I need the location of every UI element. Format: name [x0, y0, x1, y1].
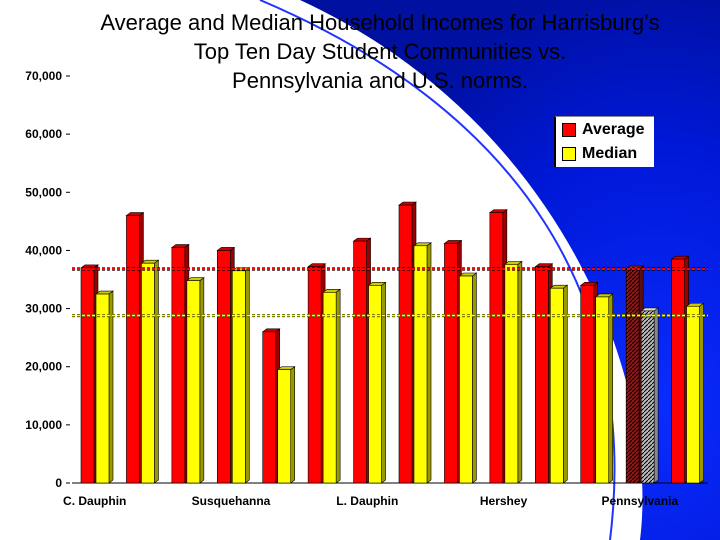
- bar-side-median: [381, 281, 386, 484]
- bar-median: [368, 285, 382, 484]
- bar-average: [534, 266, 549, 484]
- bar-average: [625, 268, 640, 484]
- bar-median: [141, 262, 155, 484]
- legend-item-median: Median: [562, 144, 637, 164]
- legend-label-average: Average: [582, 121, 645, 138]
- bar-average: [444, 243, 458, 484]
- bar-median: [686, 305, 700, 484]
- x-tick-label: C. Dauphin: [63, 494, 126, 508]
- bar-side-median: [199, 277, 205, 484]
- y-tick-label: 50,000: [25, 185, 62, 199]
- chart-title-line-3: Pennsylvania and U.S. norms.: [232, 68, 528, 93]
- bar-median: [231, 270, 246, 484]
- bar-median: [186, 280, 201, 484]
- y-tick-label: 10,000: [25, 418, 62, 432]
- x-tick-label: Hershey: [480, 494, 528, 508]
- bar-median: [549, 287, 564, 484]
- legend-swatch-median: [562, 147, 576, 161]
- y-tick-label: 30,000: [25, 302, 62, 316]
- bar-median: [504, 264, 519, 484]
- bar-average: [216, 250, 231, 484]
- bar-average: [353, 240, 367, 484]
- x-tick-label: L. Dauphin: [336, 494, 398, 508]
- chart-title-line-1: Average and Median Household Incomes for…: [100, 10, 660, 35]
- bar-side-median: [653, 307, 659, 484]
- bar-median: [595, 296, 610, 484]
- y-tick-label: 0: [55, 476, 62, 490]
- bar-median: [640, 310, 655, 484]
- bar-median: [95, 293, 110, 484]
- legend-label-median: Median: [582, 145, 638, 162]
- bar-average: [489, 212, 504, 484]
- x-tick-label: Susquehanna: [192, 494, 271, 508]
- chart-title-line-2: Top Ten Day Student Communities vs.: [193, 39, 567, 64]
- chart-legend: Average Median: [554, 116, 654, 167]
- bar-side-median: [108, 290, 114, 484]
- bar-median: [459, 275, 473, 484]
- bar-average: [262, 331, 277, 484]
- bar-side-median: [472, 272, 477, 484]
- bar-average: [398, 204, 413, 484]
- bar-side-median: [699, 302, 704, 484]
- x-tick-label: Pennsylvania: [601, 494, 678, 508]
- swoosh-arc-line: [259, 0, 616, 540]
- bar-average: [80, 267, 95, 484]
- bar-side-median: [244, 267, 250, 484]
- bar-side-median: [517, 260, 523, 484]
- bar-side-median: [608, 293, 614, 484]
- bar-side-median: [290, 366, 296, 484]
- bar-median: [322, 291, 337, 484]
- bar-average: [171, 247, 186, 484]
- chart-title: Average and Median Household Incomes for…: [40, 8, 720, 95]
- y-tick-label: 70,000: [25, 69, 62, 83]
- legend-item-average: Average: [562, 120, 645, 140]
- y-tick-label: 20,000: [25, 360, 62, 374]
- legend-swatch-average: [562, 123, 576, 137]
- bar-median: [413, 245, 428, 484]
- bar-median: [277, 369, 292, 484]
- bar-side-median: [335, 288, 341, 484]
- bar-average: [307, 266, 322, 484]
- y-tick-label: 40,000: [25, 243, 62, 257]
- bar-average: [580, 285, 595, 484]
- bar-average: [671, 258, 685, 484]
- bar-side-median: [154, 259, 159, 484]
- y-tick-label: 60,000: [25, 127, 62, 141]
- bar-side-median: [426, 242, 432, 484]
- bar-average: [126, 215, 140, 484]
